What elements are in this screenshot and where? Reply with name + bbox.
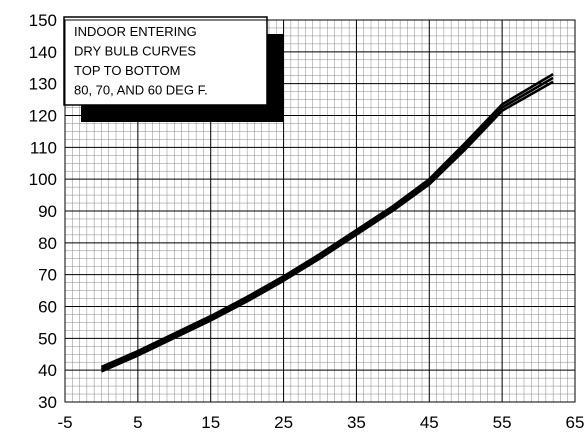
x-tick-label: 35 [347, 413, 366, 432]
annotation-line: TOP TO BOTTOM [74, 63, 180, 78]
y-tick-label: 150 [29, 11, 57, 30]
x-tick-label: 5 [133, 413, 142, 432]
series-line-2 [100, 76, 554, 371]
y-tick-label: 60 [38, 298, 57, 317]
series-layer [100, 72, 554, 373]
x-tick-label: 25 [274, 413, 293, 432]
x-tick-label: 55 [493, 413, 512, 432]
tick-labels: 30 40 50 60 70 80 90 100 110 120 130 140 150 -5 5 15 25 3… [29, 11, 584, 432]
y-tick-label: 100 [29, 170, 57, 189]
y-tick-label: 110 [30, 138, 57, 157]
x-tick-label: 15 [201, 413, 220, 432]
x-tick-label: -5 [57, 413, 72, 432]
annotation-frame [63, 16, 268, 106]
y-tick-label: 140 [29, 43, 57, 62]
annotation-line: 80, 70, AND 60 DEG F. [74, 83, 208, 98]
y-tick-label: 50 [38, 329, 57, 348]
series-line-1 [100, 72, 554, 369]
series-line-3 [100, 80, 554, 373]
annotation-line: INDOOR ENTERING [74, 24, 197, 39]
y-tick-label: 120 [29, 107, 57, 126]
x-tick-label: 65 [566, 413, 584, 432]
y-tick-label: 130 [29, 75, 57, 94]
y-tick-label: 90 [38, 202, 57, 221]
annotation-line: DRY BULB CURVES [74, 44, 196, 59]
y-tick-label: 40 [38, 361, 57, 380]
y-tick-label: 80 [38, 234, 57, 253]
y-tick-label: 70 [38, 266, 57, 285]
y-tick-label: 30 [38, 393, 57, 412]
annotation-box: INDOOR ENTERING DRY BULB CURVES TOP TO BOT… [63, 16, 284, 122]
plot-frame [64, 19, 576, 403]
x-tick-label: 45 [420, 413, 439, 432]
